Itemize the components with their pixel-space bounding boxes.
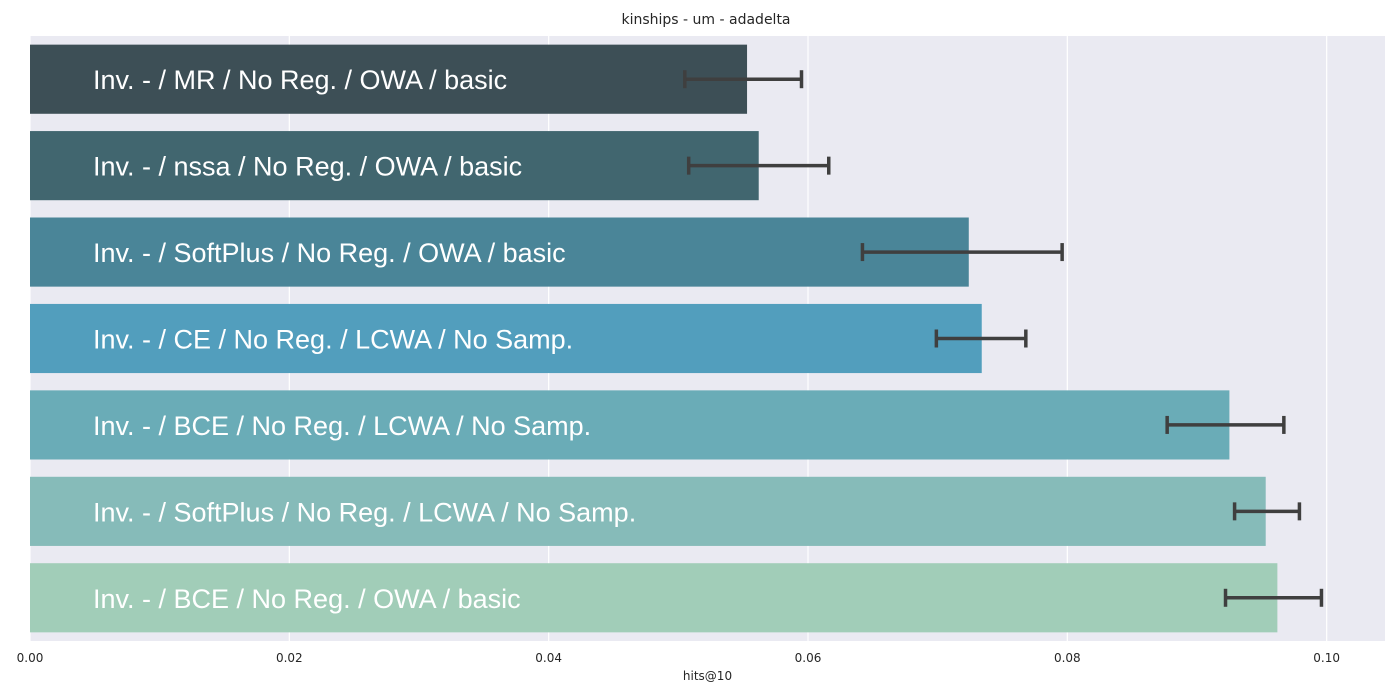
error-bar [686, 156, 831, 175]
bar-category-label: Inv. - / BCE / No Reg. / OWA / basic [93, 584, 521, 614]
x-tick-label: 0.10 [1313, 651, 1340, 665]
error-bar [934, 329, 1028, 348]
bar-category-label: Inv. - / CE / No Reg. / LCWA / No Samp. [93, 325, 573, 355]
x-axis-label: hits@10 [682, 669, 733, 683]
bar-labels: Inv. - / MR / No Reg. / OWA / basic Inv. … [93, 65, 636, 614]
x-tick-label: 0.00 [17, 651, 44, 665]
error-bar [860, 243, 1064, 262]
bar-category-label: Inv. - / SoftPlus / No Reg. / OWA / basi… [93, 238, 566, 268]
bar-category-label: Inv. - / nssa / No Reg. / OWA / basic [93, 152, 522, 182]
bar [30, 44, 748, 114]
bars [30, 44, 1278, 633]
bar [30, 303, 982, 374]
x-tick-label: 0.08 [1054, 651, 1081, 665]
bar [30, 131, 759, 201]
bar-category-label: Inv. - / MR / No Reg. / OWA / basic [93, 65, 507, 95]
error-bar [1165, 415, 1286, 434]
bar-category-label: Inv. - / SoftPlus / No Reg. / LCWA / No … [93, 497, 636, 527]
x-tick-label: 0.02 [276, 651, 303, 665]
bar [30, 476, 1266, 546]
bar-category-label: Inv. - / BCE / No Reg. / LCWA / No Samp. [93, 411, 591, 441]
chart-title: kinships - um - adadelta [621, 12, 791, 28]
x-tick-label: 0.04 [535, 651, 562, 665]
x-tick-label: 0.06 [795, 651, 822, 665]
error-bars [683, 70, 1324, 607]
x-tick-labels: 0.00 0.02 0.04 0.06 0.08 0.10 [17, 651, 1340, 665]
error-bar [1223, 588, 1324, 607]
bar [30, 390, 1230, 460]
bar [30, 217, 969, 287]
error-bar [1232, 502, 1302, 521]
bar [30, 563, 1278, 633]
error-bar [683, 70, 804, 89]
